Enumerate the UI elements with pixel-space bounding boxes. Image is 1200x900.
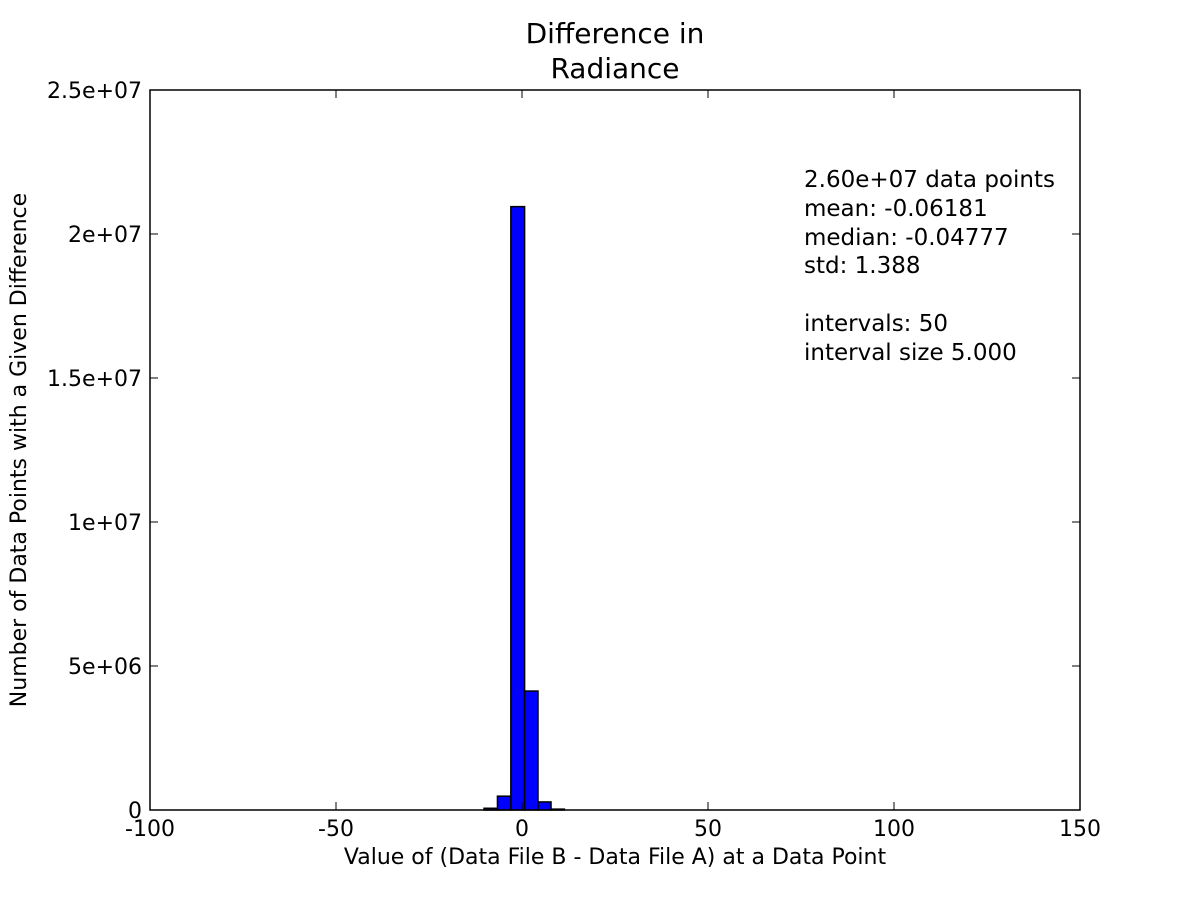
x-tick-label: -100 bbox=[125, 817, 175, 842]
chart-title-line-2: Radiance bbox=[550, 52, 679, 85]
chart-title: Difference in Radiance bbox=[526, 17, 705, 85]
stats-annotation: 2.60e+07 data points mean: -0.06181 medi… bbox=[804, 167, 1055, 366]
axis-tick-labels: -100 -50 0 50 100 150 0 5e+06 1e+07 1.5e+07 2e+07 2… bbox=[47, 79, 1101, 842]
x-tick-label: -50 bbox=[318, 817, 354, 842]
histogram-bar-4 bbox=[537, 801, 552, 811]
stats-line-intervals: intervals: 50 bbox=[804, 311, 948, 337]
y-tick-label: 1e+07 bbox=[68, 511, 142, 536]
histogram-bar-3 bbox=[523, 690, 539, 811]
histogram-bar-1 bbox=[496, 795, 512, 811]
y-tick-label: 0 bbox=[128, 799, 142, 824]
x-tick-label: 150 bbox=[1059, 817, 1101, 842]
stats-line-interval-size: interval size 5.000 bbox=[804, 340, 1017, 366]
stats-line-std: std: 1.388 bbox=[804, 253, 921, 279]
y-axis-label: Number of Data Points with a Given Diffe… bbox=[7, 193, 32, 707]
x-tick-label: 100 bbox=[873, 817, 915, 842]
x-tick-label: 0 bbox=[515, 817, 529, 842]
plot-area-frame bbox=[149, 89, 1081, 811]
y-tick-label: 2e+07 bbox=[68, 223, 142, 248]
y-tick-label: 1.5e+07 bbox=[47, 367, 142, 392]
stats-line-mean: mean: -0.06181 bbox=[804, 196, 988, 222]
histogram-bar-2 bbox=[510, 205, 526, 811]
y-tick-label: 2.5e+07 bbox=[47, 79, 142, 104]
x-tick-label: 50 bbox=[694, 817, 722, 842]
x-axis-label: Value of (Data File B - Data File A) at … bbox=[344, 845, 887, 870]
chart-title-line-1: Difference in bbox=[526, 17, 705, 50]
y-tick-label: 5e+06 bbox=[68, 655, 142, 680]
stats-line-count: 2.60e+07 data points bbox=[804, 167, 1055, 193]
stats-line-median: median: -0.04777 bbox=[804, 225, 1009, 251]
axis-ticks bbox=[149, 89, 1081, 811]
